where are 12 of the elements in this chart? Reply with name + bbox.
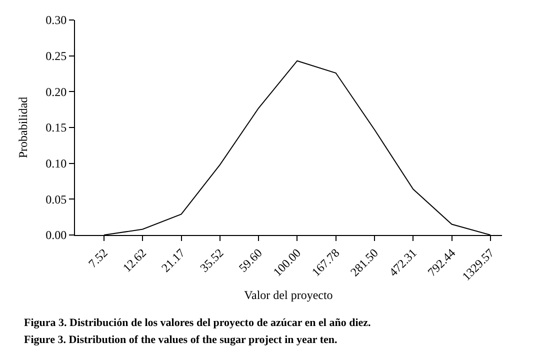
y-tick-label: 0.30	[46, 13, 67, 28]
y-tick-label: 0.20	[46, 84, 67, 99]
caption: Figure 3. Distribution of the values of the sugar project in year ten.	[24, 334, 338, 346]
y-tick-label: 0.15	[46, 120, 67, 135]
y-tick-label: 0.00	[46, 228, 67, 242]
y-axis-title: Probabilidad	[16, 96, 30, 158]
x-axis-title: Valor del proyecto	[244, 288, 333, 302]
y-tick-label: 0.25	[46, 49, 67, 64]
y-tick-label: 0.05	[46, 192, 67, 206]
x-tick-label: 7.52	[86, 246, 110, 271]
text: Figura 3. Distribución de los valores del proyecto de azúcar en el año diez.	[24, 317, 372, 329]
y-tick-label: 0.10	[46, 156, 67, 171]
